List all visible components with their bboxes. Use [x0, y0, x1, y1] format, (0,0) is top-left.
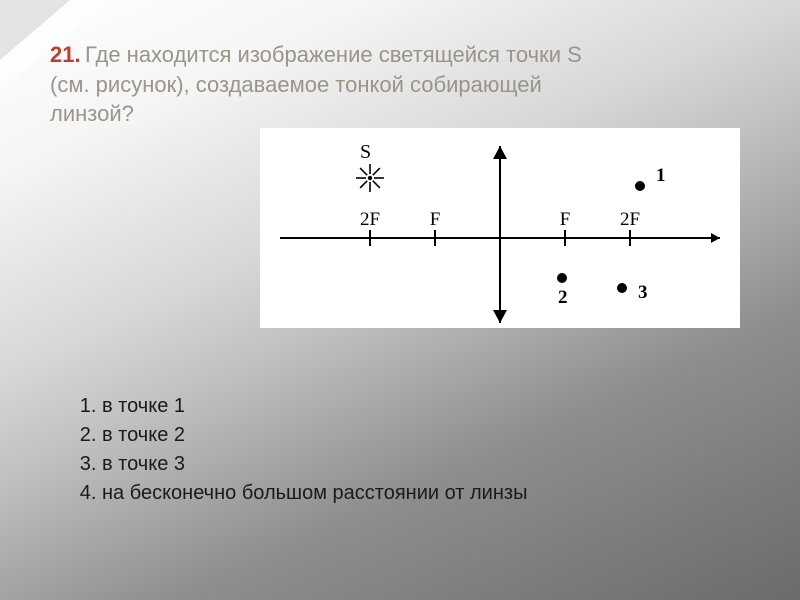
question-text-1: Где находится изображение светящейся точ… — [85, 42, 582, 67]
answer-2: в точке 2 — [102, 424, 527, 447]
diagram-svg: 2F F F 2F S 1 2 3 — [260, 128, 740, 328]
svg-text:1: 1 — [656, 165, 666, 186]
question-header: 21. Где находится изображение светящейся… — [50, 40, 750, 129]
slide: 21. Где находится изображение светящейся… — [0, 0, 800, 600]
answer-list: в точке 1 в точке 2 в точке 3 на бесконе… — [80, 395, 527, 511]
question-number: 21. — [50, 42, 81, 67]
question-text-2: (см. рисунок), создаваемое тонкой собира… — [50, 72, 542, 97]
svg-text:3: 3 — [638, 282, 648, 303]
svg-text:F: F — [430, 209, 441, 230]
answer-3: в точке 3 — [102, 453, 527, 476]
svg-text:2F: 2F — [360, 209, 380, 230]
svg-text:S: S — [360, 141, 371, 163]
lens-diagram: 2F F F 2F S 1 2 3 — [260, 128, 740, 328]
svg-text:2: 2 — [558, 287, 568, 308]
svg-text:F: F — [560, 209, 571, 230]
answer-1: в точке 1 — [102, 395, 527, 418]
svg-text:2F: 2F — [620, 209, 640, 230]
answer-4: на бесконечно большом расстоянии от линз… — [102, 482, 527, 505]
question-text-3: линзой? — [50, 101, 134, 126]
